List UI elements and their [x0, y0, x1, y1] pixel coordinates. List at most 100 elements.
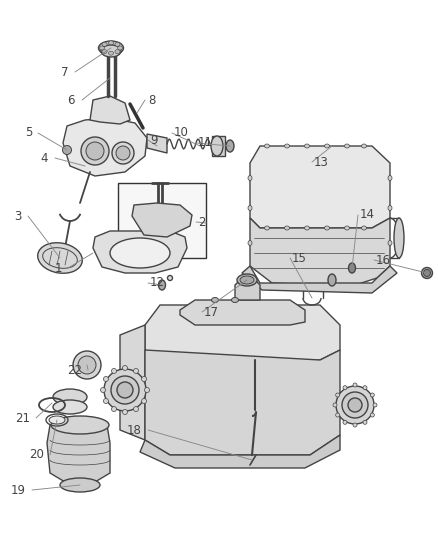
Polygon shape [140, 435, 340, 468]
Ellipse shape [81, 137, 109, 165]
Ellipse shape [134, 407, 138, 411]
Ellipse shape [63, 146, 71, 155]
Polygon shape [180, 300, 305, 325]
Ellipse shape [86, 142, 104, 160]
Ellipse shape [51, 416, 109, 434]
Ellipse shape [336, 393, 340, 397]
Ellipse shape [123, 366, 127, 370]
Ellipse shape [285, 144, 290, 148]
Text: 6: 6 [67, 93, 75, 107]
Ellipse shape [103, 399, 109, 403]
Polygon shape [93, 231, 187, 273]
Text: 18: 18 [127, 424, 142, 437]
Ellipse shape [101, 45, 121, 57]
Text: 5: 5 [25, 126, 32, 140]
Ellipse shape [237, 274, 257, 286]
Ellipse shape [141, 376, 147, 382]
Ellipse shape [265, 226, 269, 230]
Ellipse shape [226, 140, 234, 152]
Ellipse shape [115, 50, 120, 54]
Ellipse shape [60, 478, 100, 492]
Polygon shape [145, 305, 340, 360]
Text: 14: 14 [360, 208, 375, 222]
Ellipse shape [112, 407, 117, 411]
Text: 7: 7 [60, 66, 68, 78]
Ellipse shape [38, 243, 82, 273]
Text: 10: 10 [174, 126, 189, 140]
Ellipse shape [333, 403, 337, 407]
Ellipse shape [349, 263, 356, 273]
Polygon shape [47, 425, 110, 485]
Ellipse shape [373, 403, 377, 407]
Ellipse shape [363, 421, 367, 424]
Polygon shape [147, 134, 167, 153]
Polygon shape [250, 218, 390, 286]
Polygon shape [145, 350, 340, 455]
Ellipse shape [370, 413, 374, 417]
Ellipse shape [388, 240, 392, 246]
Ellipse shape [361, 144, 367, 148]
Ellipse shape [100, 387, 106, 392]
Text: 1: 1 [54, 262, 62, 274]
Text: 21: 21 [15, 411, 30, 424]
Polygon shape [235, 280, 260, 300]
Text: 4: 4 [40, 151, 48, 165]
Text: 19: 19 [11, 483, 26, 497]
Ellipse shape [348, 398, 362, 412]
Ellipse shape [167, 276, 173, 280]
Text: 12: 12 [150, 277, 165, 289]
Ellipse shape [53, 389, 87, 405]
Ellipse shape [353, 383, 357, 387]
Ellipse shape [117, 382, 133, 398]
Ellipse shape [112, 142, 134, 164]
Ellipse shape [232, 297, 239, 303]
Ellipse shape [342, 392, 368, 418]
Ellipse shape [145, 387, 149, 392]
Ellipse shape [112, 368, 117, 374]
Ellipse shape [353, 423, 357, 427]
Ellipse shape [73, 351, 101, 379]
Ellipse shape [102, 50, 107, 54]
Polygon shape [212, 136, 225, 156]
Ellipse shape [328, 274, 336, 286]
Ellipse shape [212, 297, 219, 303]
Ellipse shape [109, 41, 113, 45]
Polygon shape [63, 118, 147, 176]
Text: 16: 16 [376, 254, 391, 266]
Ellipse shape [325, 226, 329, 230]
Ellipse shape [104, 369, 146, 411]
Ellipse shape [53, 400, 87, 414]
Ellipse shape [363, 386, 367, 390]
Ellipse shape [388, 175, 392, 181]
Ellipse shape [49, 416, 65, 424]
Ellipse shape [248, 240, 252, 246]
Polygon shape [132, 203, 192, 237]
Text: 17: 17 [204, 305, 219, 319]
Ellipse shape [116, 146, 130, 160]
Polygon shape [90, 96, 130, 124]
Ellipse shape [102, 42, 107, 46]
Ellipse shape [345, 144, 350, 148]
Bar [118, 183, 206, 258]
Ellipse shape [117, 46, 123, 50]
Text: 3: 3 [14, 209, 22, 222]
Ellipse shape [115, 42, 120, 46]
Ellipse shape [343, 386, 347, 390]
Ellipse shape [345, 226, 350, 230]
Ellipse shape [134, 368, 138, 374]
Ellipse shape [361, 226, 367, 230]
Ellipse shape [99, 41, 124, 55]
Ellipse shape [110, 238, 170, 268]
Ellipse shape [304, 144, 310, 148]
Ellipse shape [78, 356, 96, 374]
Ellipse shape [304, 226, 310, 230]
Text: 15: 15 [292, 252, 307, 264]
Text: 13: 13 [314, 156, 329, 168]
Ellipse shape [424, 270, 431, 277]
Ellipse shape [265, 144, 269, 148]
Ellipse shape [343, 421, 347, 424]
Text: 20: 20 [29, 448, 44, 462]
Ellipse shape [248, 206, 252, 211]
Ellipse shape [240, 276, 254, 284]
Ellipse shape [159, 280, 166, 290]
